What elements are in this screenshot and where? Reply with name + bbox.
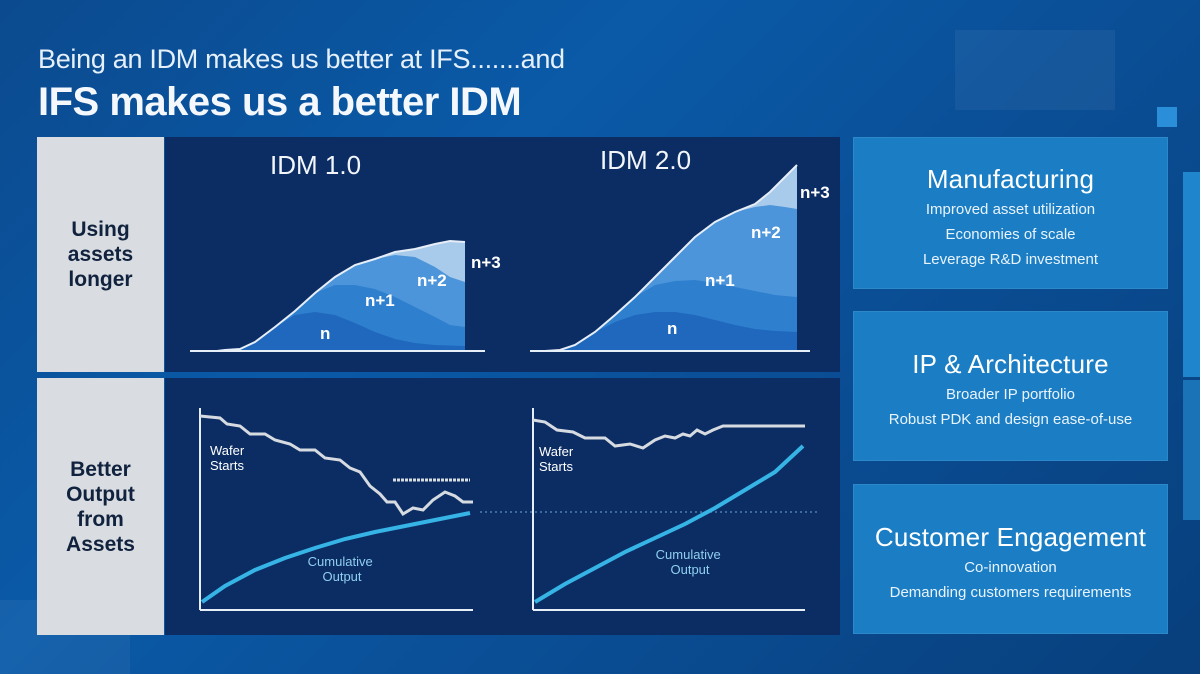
label-line: Output xyxy=(670,562,709,577)
wafer-starts-label: Wafer Starts xyxy=(539,444,577,474)
label-line: Cumulative xyxy=(308,554,373,569)
layer-label-n2: n+2 xyxy=(417,271,447,290)
row-label-line: longer xyxy=(68,268,133,291)
main-heading: IFS makes us a better IDM xyxy=(38,80,522,124)
row-label-using-assets-longer: Using assets longer xyxy=(37,137,164,372)
layer-n xyxy=(545,312,797,351)
top-edge-line xyxy=(544,164,798,352)
background-tile xyxy=(1157,107,1177,127)
layered-area-diagram: IDM 1.0 n n+1 n+2 n+3 IDM 2.0 n n+1 n+2 … xyxy=(190,145,830,352)
card-line: Co-innovation xyxy=(964,559,1057,576)
card-line: Leverage R&D investment xyxy=(922,251,1099,268)
row-label-line: Using xyxy=(71,218,130,241)
layer-label-n3: n+3 xyxy=(471,253,501,272)
row-label-line: Output xyxy=(66,482,135,506)
card-line: Improved asset utilization xyxy=(925,201,1096,218)
row-label-line: Assets xyxy=(66,532,135,556)
wafer-starts-label: Wafer Starts xyxy=(210,443,248,473)
row-label-line: Better xyxy=(70,457,131,481)
adjacent-card-edge xyxy=(1183,380,1200,520)
assets-longer-panel: IDM 1.0 n n+1 n+2 n+3 IDM 2.0 n n+1 n+2 … xyxy=(165,137,840,372)
chart-title-idm-1: IDM 1.0 xyxy=(270,150,361,180)
card-title: Manufacturing xyxy=(926,164,1095,194)
card-ip-architecture: IP & Architecture Broader IP portfolio R… xyxy=(853,311,1168,461)
wafer-starts-line xyxy=(199,414,473,517)
row-label-line: assets xyxy=(67,243,134,266)
card-customer-engagement: Customer Engagement Co-innovation Demand… xyxy=(853,484,1168,634)
label-line: Wafer xyxy=(539,444,574,459)
card-line: Robust PDK and design ease-of-use xyxy=(888,411,1133,428)
chart-title-idm-2: IDM 2.0 xyxy=(600,145,691,175)
layer-label-n1: n+1 xyxy=(705,271,735,290)
row-label-line: from xyxy=(77,507,124,531)
cumulative-output-label: Cumulative Output xyxy=(308,554,377,584)
layer-label-n: n xyxy=(320,324,330,343)
layer-label-n1: n+1 xyxy=(365,291,395,310)
row-label-better-output: Better Output from Assets xyxy=(37,378,164,635)
label-line: Wafer xyxy=(210,443,245,458)
layer-label-n: n xyxy=(667,319,677,338)
label-line: Starts xyxy=(210,458,244,473)
top-edge-line xyxy=(216,239,466,352)
layer-label-n2: n+2 xyxy=(751,223,781,242)
subtitle-heading: Being an IDM makes us better at IFS.....… xyxy=(38,44,565,74)
layer-label-n3: n+3 xyxy=(800,183,830,202)
card-line: Broader IP portfolio xyxy=(946,386,1075,403)
label-line: Starts xyxy=(539,459,573,474)
wafer-starts-line xyxy=(532,418,805,450)
background-tile xyxy=(955,30,1115,110)
cumulative-output-line xyxy=(200,511,471,604)
card-manufacturing: Manufacturing Improved asset utilization… xyxy=(853,137,1168,289)
layer-n xyxy=(217,312,465,351)
better-output-panel: Wafer Starts Cumulative Output Wafer Sta… xyxy=(165,378,840,635)
cumulative-output-line xyxy=(533,444,805,604)
adjacent-card-edge xyxy=(1183,172,1200,377)
card-title: IP & Architecture xyxy=(912,349,1109,379)
label-line: Cumulative xyxy=(656,547,721,562)
card-line: Demanding customers requirements xyxy=(889,584,1132,601)
label-line: Output xyxy=(322,569,361,584)
wafer-output-diagram: Wafer Starts Cumulative Output Wafer Sta… xyxy=(199,408,820,611)
card-line: Economies of scale xyxy=(945,226,1076,243)
card-title: Customer Engagement xyxy=(874,522,1147,552)
cumulative-output-label: Cumulative Output xyxy=(656,547,725,577)
